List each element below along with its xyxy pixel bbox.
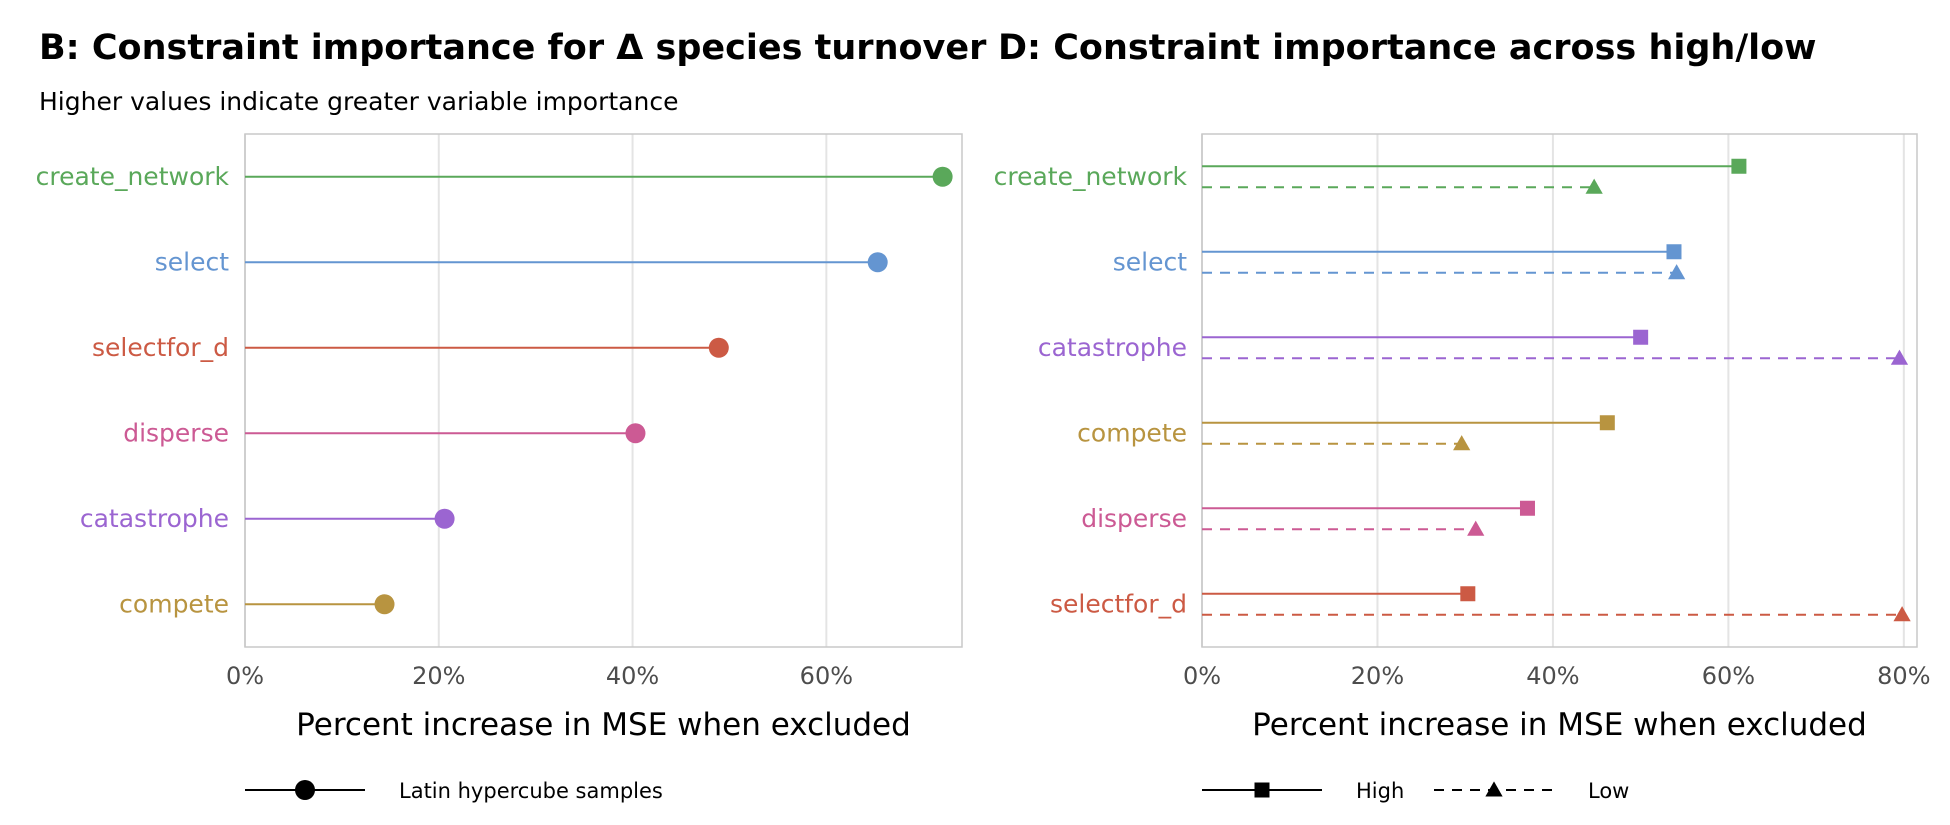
legend-label: High	[1356, 779, 1404, 803]
data-point-triangle	[1893, 606, 1911, 622]
chart-panel-b: B: Constraint importance for Δ species t…	[36, 28, 987, 803]
chart-subtitle: Higher values indicate greater variable …	[39, 87, 679, 116]
legend-label: Latin hypercube samples	[399, 779, 663, 803]
data-point-square	[1460, 586, 1476, 602]
legend-key-circle	[295, 780, 315, 800]
category-label: disperse	[1081, 504, 1187, 533]
data-point-triangle	[1467, 520, 1485, 536]
legend-key-square	[1254, 782, 1270, 798]
data-point-triangle	[1890, 349, 1909, 365]
data-point-square	[1599, 415, 1615, 431]
data-point-triangle	[1585, 178, 1603, 194]
data-point-circle	[434, 508, 455, 529]
category-label: selectfor_d	[1050, 589, 1187, 618]
category-label: create_network	[36, 162, 230, 191]
category-label: create_network	[994, 162, 1188, 191]
x-tick-label: 0%	[226, 662, 264, 690]
chart-title: D: Constraint importance across high/low	[998, 28, 1817, 68]
category-label: compete	[119, 589, 229, 618]
plot-border	[244, 133, 963, 648]
x-tick-label: 0%	[1183, 662, 1221, 690]
x-axis-title: Percent increase in MSE when excluded	[1252, 707, 1867, 743]
data-point-circle	[932, 166, 953, 187]
x-tick-label: 40%	[1526, 662, 1579, 690]
category-label: catastrophe	[1038, 333, 1187, 362]
category-label: select	[1113, 247, 1187, 276]
x-tick-label: 40%	[606, 662, 659, 690]
chart-title: B: Constraint importance for Δ species t…	[39, 28, 987, 68]
chart-panel-d: D: Constraint importance across high/low…	[990, 0, 1950, 825]
legend-key-triangle	[1485, 781, 1503, 797]
x-tick-label: 20%	[412, 662, 465, 690]
category-label: selectfor_d	[92, 333, 229, 362]
plot-border	[1201, 133, 1918, 648]
x-tick-label: 20%	[1351, 662, 1404, 690]
legend-label: Low	[1588, 779, 1629, 803]
category-label: select	[155, 247, 229, 276]
data-point-square	[1633, 329, 1649, 345]
data-point-triangle	[1453, 435, 1471, 451]
data-point-circle	[708, 337, 729, 358]
data-point-circle	[374, 594, 395, 615]
x-tick-label: 60%	[1702, 662, 1755, 690]
data-point-circle	[867, 252, 888, 273]
category-label: compete	[1077, 418, 1187, 447]
data-point-square	[1731, 158, 1747, 174]
category-label: catastrophe	[80, 504, 229, 533]
data-point-square	[1519, 500, 1535, 516]
category-label: disperse	[123, 418, 229, 447]
x-tick-label: 60%	[800, 662, 853, 690]
x-tick-label: 80%	[1877, 662, 1930, 690]
data-point-circle	[625, 423, 646, 444]
data-point-square	[1666, 244, 1682, 260]
data-point-triangle	[1667, 264, 1686, 280]
x-axis-title: Percent increase in MSE when excluded	[296, 707, 911, 743]
